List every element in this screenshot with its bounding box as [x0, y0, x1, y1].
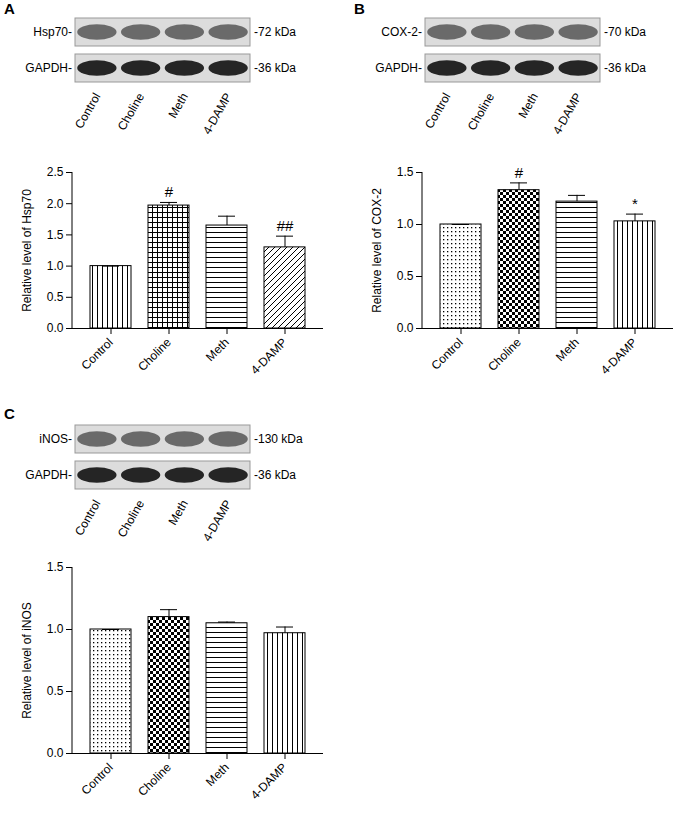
svg-text:Choline: Choline — [485, 335, 524, 374]
svg-text:4-DAMP: 4-DAMP — [248, 335, 290, 377]
html-text:C: C — [4, 405, 15, 422]
svg-text:0.5: 0.5 — [47, 290, 64, 304]
svg-text:Meth: Meth — [166, 498, 191, 528]
svg-text:0.0: 0.0 — [47, 746, 64, 760]
svg-text:Meth: Meth — [166, 91, 191, 121]
svg-text:4-DAMP: 4-DAMP — [550, 91, 585, 137]
svg-text:*: * — [632, 195, 638, 212]
html-text:B: B — [354, 0, 365, 17]
svg-text:Choline: Choline — [135, 760, 174, 799]
svg-text:Relative level of Hsp70: Relative level of Hsp70 — [20, 189, 34, 312]
svg-text:1.0: 1.0 — [47, 259, 64, 273]
svg-text:Choline: Choline — [115, 90, 148, 133]
svg-text:0.5: 0.5 — [47, 684, 64, 698]
svg-text:1.5: 1.5 — [397, 165, 414, 179]
svg-text:Meth: Meth — [203, 760, 232, 789]
svg-text:1.0: 1.0 — [397, 217, 414, 231]
svg-text:Control: Control — [79, 760, 116, 797]
svg-text:4-DAMP: 4-DAMP — [200, 91, 235, 137]
svg-text:4-DAMP: 4-DAMP — [598, 335, 640, 377]
svg-text:Choline: Choline — [115, 497, 148, 540]
svg-text:1.5: 1.5 — [47, 560, 64, 574]
svg-text:Meth: Meth — [516, 91, 541, 121]
svg-text:-130 kDa: -130 kDa — [254, 432, 303, 446]
svg-text:4-DAMP: 4-DAMP — [200, 498, 235, 544]
svg-text:GAPDH-: GAPDH- — [25, 468, 72, 482]
svg-text:1.5: 1.5 — [47, 228, 64, 242]
svg-text:2.5: 2.5 — [47, 165, 64, 179]
svg-text:-36 kDa: -36 kDa — [254, 61, 296, 75]
svg-text:-36 kDa: -36 kDa — [604, 61, 646, 75]
svg-text:0.0: 0.0 — [47, 321, 64, 335]
svg-text:-72 kDa: -72 kDa — [254, 25, 296, 39]
svg-text:-36 kDa: -36 kDa — [254, 468, 296, 482]
svg-text:Control: Control — [72, 91, 103, 132]
svg-text:1.0: 1.0 — [47, 622, 64, 636]
svg-text:COX-2-: COX-2- — [381, 25, 422, 39]
svg-text:Control: Control — [429, 335, 466, 372]
svg-text:iNOS-: iNOS- — [39, 432, 72, 446]
html-text:A: A — [4, 0, 15, 17]
svg-text:Meth: Meth — [553, 335, 582, 364]
svg-text:Choline: Choline — [465, 90, 498, 133]
svg-text:0.0: 0.0 — [397, 321, 414, 335]
svg-text:##: ## — [277, 217, 294, 234]
svg-text:#: # — [165, 183, 174, 200]
svg-text:4-DAMP: 4-DAMP — [248, 760, 290, 802]
svg-text:Control: Control — [72, 498, 103, 539]
svg-text:0.5: 0.5 — [397, 269, 414, 283]
svg-text:GAPDH-: GAPDH- — [25, 61, 72, 75]
svg-text:GAPDH-: GAPDH- — [375, 61, 422, 75]
svg-text:2.0: 2.0 — [47, 197, 64, 211]
svg-text:-70 kDa: -70 kDa — [604, 25, 646, 39]
svg-text:Control: Control — [422, 91, 453, 132]
svg-text:Relative level of COX-2: Relative level of COX-2 — [370, 188, 384, 313]
svg-text:Choline: Choline — [135, 335, 174, 374]
svg-text:Control: Control — [79, 335, 116, 372]
svg-text:Meth: Meth — [203, 335, 232, 364]
svg-text:#: # — [515, 164, 524, 181]
svg-text:Relative level of iNOS: Relative level of iNOS — [20, 602, 34, 719]
svg-text:Hsp70-: Hsp70- — [33, 25, 72, 39]
